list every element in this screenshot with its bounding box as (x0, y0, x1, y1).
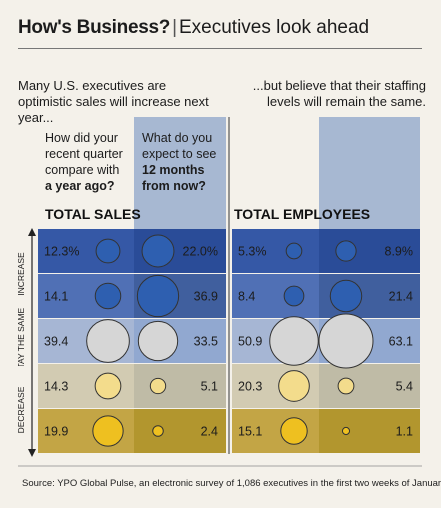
bubble-future (329, 279, 363, 313)
question-future-line: expect to see (142, 147, 216, 161)
bubble-future (137, 320, 179, 362)
value-label-past: 20.3 (238, 380, 262, 394)
bubble-past (86, 319, 130, 363)
value-label-future: 1.1 (396, 425, 413, 439)
bubble-past (94, 372, 122, 400)
row-band (232, 229, 319, 273)
future-column-header-bg (134, 117, 226, 229)
bubble-future (136, 274, 180, 318)
side-axis-arrow-down (28, 449, 36, 457)
value-label-future: 5.1 (201, 380, 218, 394)
side-label-increase: INCREASE (16, 252, 26, 296)
value-label-future: 22.0% (183, 245, 218, 259)
side-label-bg (15, 366, 27, 454)
question-future-bold: from now? (142, 179, 206, 193)
side-label-bg (15, 230, 27, 318)
bubble-future (141, 234, 175, 268)
intro-right: ...but believe that their staffing level… (252, 78, 426, 109)
future-column-header-bg (319, 117, 420, 229)
question-past-line: recent quarter (45, 147, 123, 161)
bubble-past (95, 238, 121, 264)
chart-title: How's Business? | Executives look ahead (18, 17, 369, 39)
value-label-future: 2.4 (201, 425, 218, 439)
bubble-past (94, 282, 122, 310)
bubble-past (278, 370, 310, 402)
bubble-future (149, 377, 167, 395)
value-label-future: 63.1 (389, 335, 413, 349)
value-label-past: 39.4 (44, 335, 68, 349)
side-label-decrease: DECREASE (16, 386, 26, 433)
value-label-future: 5.4 (396, 380, 413, 394)
row-band-future (134, 409, 226, 453)
bubble-future (335, 240, 357, 262)
value-label-past: 8.4 (238, 290, 255, 304)
bubble-past (285, 242, 303, 260)
bubble-past (280, 417, 308, 445)
value-label-past: 19.9 (44, 425, 68, 439)
value-label-past: 14.3 (44, 380, 68, 394)
value-label-future: 33.5 (194, 335, 218, 349)
title-separator: | (172, 17, 177, 38)
panel-title: TOTAL SALES (45, 206, 141, 222)
value-label-past: 15.1 (238, 425, 262, 439)
title-rule (18, 48, 422, 49)
value-label-past: 12.3% (44, 245, 79, 259)
bubble-future (152, 425, 164, 437)
title-main: How's Business? (18, 17, 171, 38)
intro-left: Many U.S. executives are optimistic sale… (18, 78, 209, 125)
panel-title: TOTAL EMPLOYEES (234, 206, 370, 222)
value-label-past: 5.3% (238, 245, 267, 259)
value-label-future: 36.9 (194, 290, 218, 304)
side-label-bg (15, 297, 27, 385)
value-label-past: 50.9 (238, 335, 262, 349)
value-label-past: 14.1 (44, 290, 68, 304)
side-axis-arrow-up (28, 228, 36, 236)
question-future-line: What do you (142, 131, 212, 145)
question-future-bold: 12 months (142, 163, 205, 177)
row-band-future (134, 364, 226, 408)
title-subtitle: Executives look ahead (179, 17, 370, 38)
question-past-line: How did your (45, 131, 118, 145)
bubble-future (318, 313, 374, 369)
question-past-bold: a year ago? (45, 179, 114, 193)
bubble-future (341, 426, 351, 436)
source-note: Source: YPO Global Pulse, an electronic … (22, 478, 441, 489)
row-band-future (319, 364, 420, 408)
bubble-past (92, 415, 124, 447)
bubble-past (283, 285, 305, 307)
bubble-future (337, 377, 355, 395)
question-past-line: compare with (45, 163, 119, 177)
bubble-past (269, 316, 319, 366)
row-band (232, 274, 319, 318)
side-label-stay: STAY THE SAME (16, 307, 26, 374)
value-label-future: 8.9% (385, 245, 414, 259)
row-band-future (319, 409, 420, 453)
value-label-future: 21.4 (389, 290, 413, 304)
